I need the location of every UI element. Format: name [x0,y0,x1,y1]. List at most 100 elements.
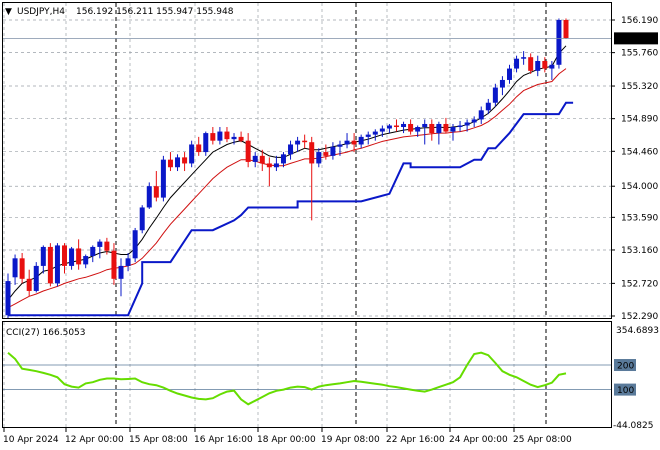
bullish-candle [83,256,89,265]
bullish-candle [478,110,484,120]
bullish-candle [436,123,442,134]
bullish-candle [40,246,46,266]
bullish-candle [288,144,294,155]
cci-min-label: -44.0825 [613,421,653,431]
trailing-stop-line [8,101,574,317]
cci-plot: 200 100 [3,351,636,406]
time-tick-label: 19 Apr 08:00 [321,435,380,445]
bearish-candle [259,155,265,164]
cci-label: CCI(27) 166.5053 [6,328,86,338]
bearish-candle [19,258,25,279]
cci-panel-frame [2,321,612,428]
symbol-label: USDJPY,H4 [17,7,65,17]
bullish-candle [295,140,301,145]
time-tick-label: 24 Apr 00:00 [449,435,508,445]
bullish-candle [506,68,512,80]
bearish-candle [238,136,244,141]
bullish-candle [33,265,39,291]
bearish-candle [429,123,435,134]
bullish-candle [450,127,456,132]
bearish-candle [323,152,329,156]
price-tick-label: 154.000 [621,182,658,192]
bearish-candle [528,57,534,71]
cci-level-badge [614,359,636,372]
bullish-candle [5,281,11,316]
time-tick-label: 16 Apr 16:00 [194,435,253,445]
bullish-candle [372,131,378,135]
price-tick-label: 156.190 [621,16,658,26]
bearish-candle [104,241,110,251]
bullish-candle [280,154,286,164]
slow-moving-average-line [7,68,567,309]
bullish-candle [422,123,428,128]
bearish-candle [245,140,251,162]
price-tick-label: 152.290 [621,312,658,322]
bullish-candle [54,245,60,284]
bullish-candle [12,258,18,278]
price-tick-label: 154.460 [621,147,658,157]
price-panel-frame [2,2,612,319]
bullish-candle [337,144,343,147]
time-tick-label: 10 Apr 2024 [3,435,59,445]
bearish-candle [210,133,216,141]
fast-moving-average-line [7,45,567,301]
bullish-candle [549,64,555,69]
bearish-candle [563,20,569,39]
bullish-candle [464,122,470,126]
bearish-candle [76,248,82,265]
bullish-candle [330,146,336,156]
bearish-candle [111,250,117,279]
bullish-candle [90,246,96,257]
price-tick-label: 155.760 [621,49,658,59]
bearish-candle [266,163,272,168]
bullish-candle [492,87,498,103]
bullish-candle [217,131,223,141]
bullish-candle [386,125,392,129]
price-axis: 156.190 155.760 155.320 154.890 154.460 154.0… [611,16,658,322]
bearish-candle [302,140,308,143]
ohlc-label: 156.192 156.211 155.947 155.948 [76,7,234,17]
bullish-candle [189,144,195,164]
bearish-candle [167,159,173,168]
cci-max-label: 354.6893 [616,326,659,336]
bearish-candle [47,246,53,284]
time-tick-label: 25 Apr 08:00 [513,435,572,445]
symbol-menu-icon[interactable]: ▼ [5,7,12,17]
bullish-candle [160,159,166,198]
time-tick-label: 12 Apr 00:00 [65,435,124,445]
bearish-candle [224,131,230,140]
bullish-candle [203,133,209,153]
bearish-candle [542,60,548,69]
bullish-candle [139,207,145,231]
bullish-candle [358,136,364,145]
bearish-candle [182,157,188,164]
bullish-candle [365,134,371,137]
bullish-candle [521,57,527,59]
bearish-candle [309,142,315,164]
price-tick-label: 153.160 [621,246,658,256]
bearish-candle [62,245,68,266]
bullish-candle [125,258,131,266]
current-price-badge [614,32,658,45]
bullish-candle [344,140,350,145]
bullish-candle [457,125,463,128]
bearish-candle [153,186,159,198]
bullish-candle [379,128,385,132]
time-tick-label: 18 Apr 00:00 [257,435,316,445]
bullish-candle [499,79,505,88]
bullish-candle [415,127,421,132]
cci-level-label: 200 [617,362,634,372]
cci-level-badge [614,383,636,396]
bullish-candle [485,102,491,111]
time-tick-label: 22 Apr 16:00 [386,435,445,445]
bullish-candle [146,186,152,208]
price-tick-label: 152.720 [621,279,658,289]
bullish-candle [401,123,407,128]
cci-line [7,351,567,406]
bullish-candle [132,230,138,259]
bullish-candle [273,163,279,168]
cci-level-label: 100 [617,386,634,396]
bullish-candle [471,119,477,123]
price-tick-label: 155.320 [621,82,658,92]
